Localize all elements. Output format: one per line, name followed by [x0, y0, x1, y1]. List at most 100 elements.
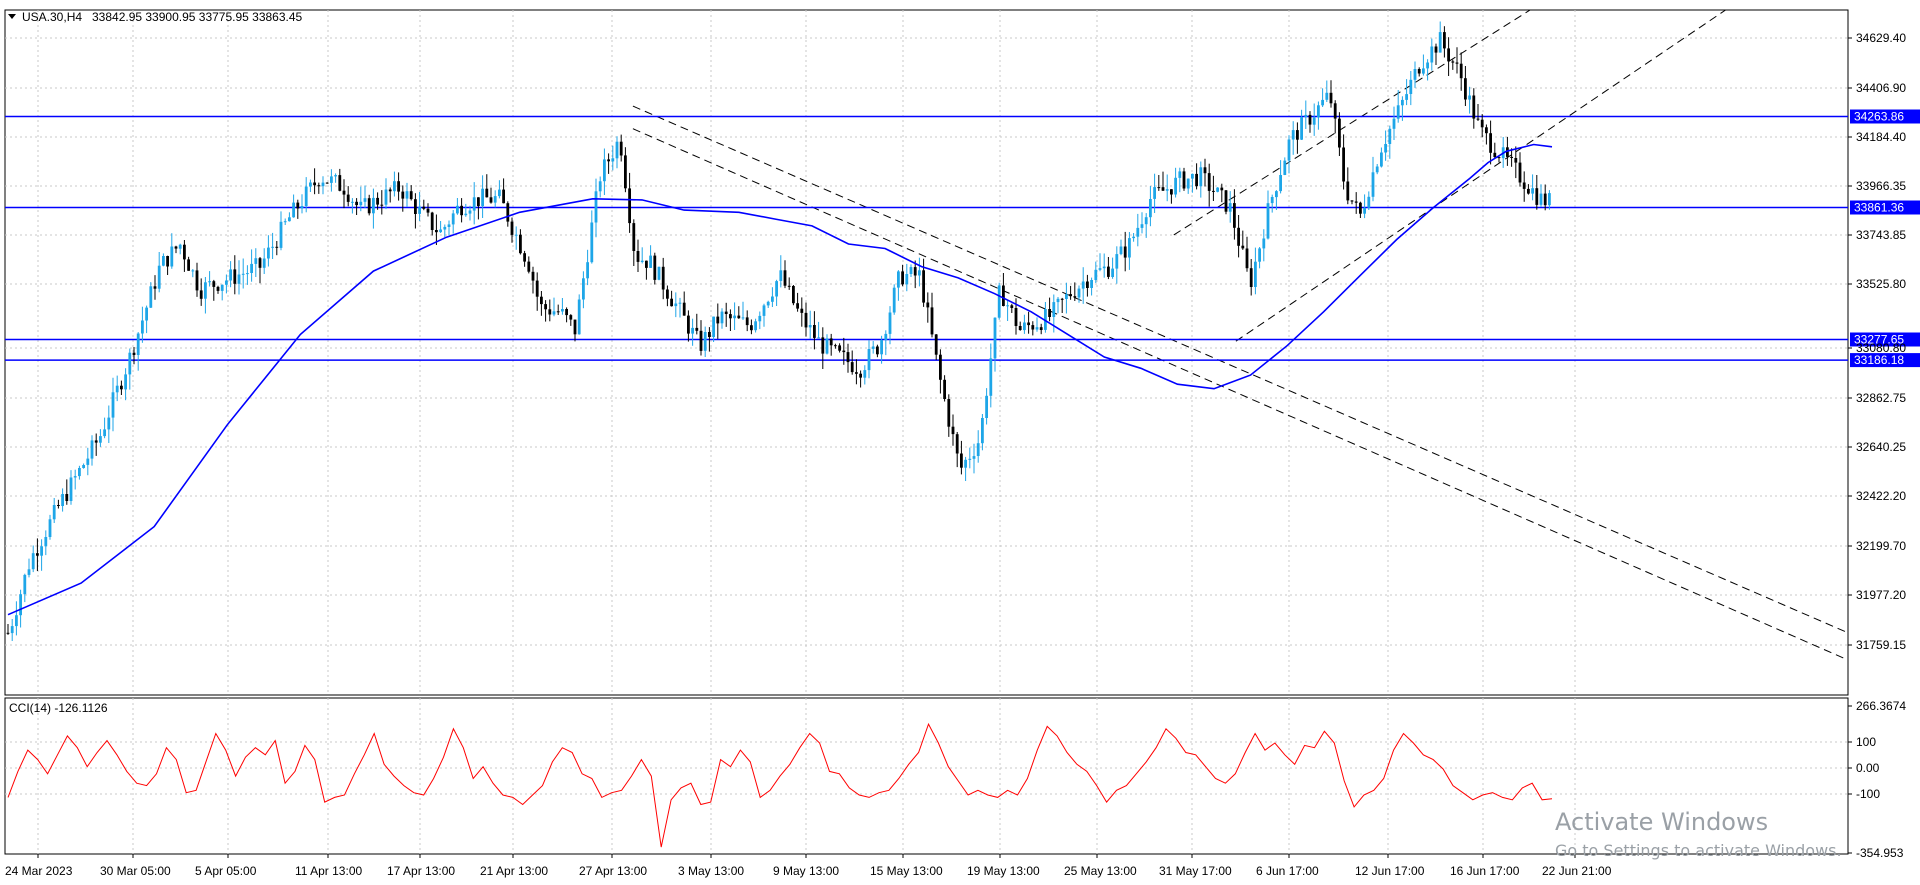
candle-body [1363, 207, 1366, 214]
candle-body [199, 290, 203, 299]
candle-body [855, 372, 858, 374]
candle-body [1480, 119, 1484, 128]
candle-body [464, 213, 468, 216]
cci-series-line [7, 722, 1553, 848]
candle-body [632, 223, 636, 251]
price-tick-label: 31977.20 [1856, 588, 1906, 602]
candle-body [506, 203, 510, 222]
candle-body [1354, 201, 1358, 203]
candle-body [716, 316, 720, 324]
candle-body [985, 395, 988, 418]
candle-body [254, 258, 258, 264]
price-tick-label: 32422.20 [1856, 489, 1906, 503]
candle-body [405, 191, 409, 199]
candle-body [888, 312, 892, 334]
candle-body [653, 255, 657, 280]
trendline[interactable] [1235, 9, 1726, 342]
time-tick-label: 24 Mar 2023 [5, 864, 73, 878]
candle-body [1224, 190, 1228, 212]
candle-body [821, 337, 825, 354]
candle-body [1392, 118, 1396, 129]
candle-body [460, 205, 463, 216]
candle-body [456, 205, 459, 214]
dropdown-triangle-icon[interactable] [8, 14, 16, 19]
candle-body [1006, 305, 1009, 307]
candle-body [661, 266, 665, 290]
candle-body [972, 456, 976, 459]
candle-body [19, 594, 22, 616]
candle-body [86, 458, 90, 465]
candle-body [1325, 92, 1329, 100]
candle-body [414, 199, 417, 214]
indicator-panel[interactable] [4, 697, 1849, 855]
candle-body [939, 354, 942, 380]
candle-body [540, 296, 543, 305]
candle-body [10, 626, 14, 634]
candle-body [124, 374, 127, 390]
candle-body [330, 176, 333, 183]
candle-body [61, 494, 64, 506]
candle-body [90, 440, 94, 459]
candle-body [283, 221, 287, 223]
time-tick-label: 6 Jun 17:00 [1256, 864, 1319, 878]
candle-body [288, 217, 291, 222]
candle-body [229, 269, 232, 281]
candle-body [1384, 144, 1387, 153]
candle-body [1228, 203, 1232, 212]
candle-body [141, 320, 144, 334]
candle-body [292, 202, 295, 218]
candle-body [111, 392, 115, 418]
price-tick-label: 34629.40 [1856, 31, 1906, 45]
candle-body [166, 256, 169, 267]
candle-body [1254, 261, 1257, 287]
candle-body [187, 259, 190, 271]
candle-body [409, 191, 413, 200]
time-tick-label: 30 Mar 05:00 [100, 864, 171, 878]
candle-body [94, 440, 98, 443]
candle-body [1245, 248, 1249, 269]
candle-body [1144, 217, 1148, 225]
candle-body [258, 258, 262, 268]
trendline[interactable] [1173, 9, 1531, 236]
candle-body [376, 197, 379, 205]
candle-body [1350, 200, 1354, 202]
candle-body [1300, 117, 1303, 140]
candle-body [813, 325, 816, 338]
candle-body [943, 379, 946, 399]
candle-body [997, 285, 1001, 318]
candle-body [909, 267, 913, 274]
candle-body [1518, 162, 1522, 183]
candle-body [304, 186, 308, 206]
candle-body [1413, 69, 1417, 80]
candle-body [1367, 196, 1371, 208]
candle-body [1249, 268, 1253, 287]
candle-body [708, 332, 711, 337]
candle-body [1438, 32, 1442, 53]
trendline[interactable] [632, 128, 1849, 661]
candle-body [1115, 254, 1119, 269]
candle-body [1182, 171, 1186, 189]
candle-body [1119, 246, 1123, 255]
candle-body [1233, 203, 1236, 228]
symbol-header[interactable]: USA.30,H4 33842.95 33900.95 33775.95 338… [8, 10, 303, 24]
candle-body [880, 340, 883, 355]
candle-body [649, 255, 652, 268]
candle-body [922, 270, 925, 303]
candle-body [27, 569, 31, 575]
candle-body [388, 189, 392, 192]
candle-body [666, 289, 669, 299]
candle-body [989, 358, 993, 396]
price-panel[interactable] [4, 9, 1849, 696]
price-tick-label: 33080.80 [1856, 341, 1906, 355]
candle-body [6, 632, 10, 634]
candle-body [1527, 188, 1530, 194]
candle-body [913, 267, 917, 276]
candle-body [859, 373, 862, 378]
candle-body [363, 198, 367, 202]
candle-body [447, 224, 451, 227]
candle-body [1136, 227, 1140, 237]
time-tick-label: 31 May 17:00 [1159, 864, 1232, 878]
time-tick-label: 22 Jun 21:00 [1542, 864, 1612, 878]
candle-body [65, 494, 69, 501]
